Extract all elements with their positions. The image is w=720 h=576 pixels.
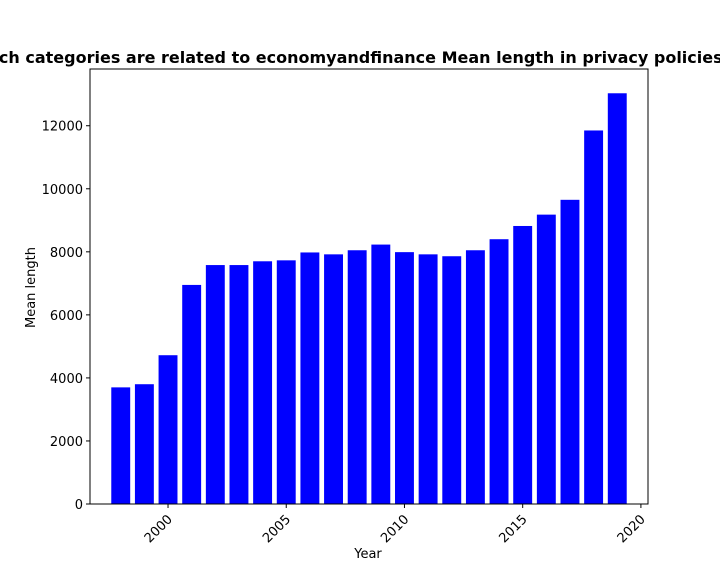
bars — [111, 93, 627, 505]
bar-2016 — [536, 214, 556, 504]
bar-2013 — [465, 250, 485, 504]
x-tick-label: 2015 — [497, 512, 531, 546]
y-tick-label: 12000 — [42, 120, 83, 135]
bar-2015 — [513, 225, 533, 504]
y-tick-label: 2000 — [50, 435, 83, 450]
y-axis-label: Mean length — [24, 247, 39, 328]
bar-2009 — [371, 244, 391, 504]
bar-2018 — [584, 130, 604, 504]
bar-2014 — [489, 239, 509, 504]
y-tick-label: 4000 — [50, 372, 83, 387]
plot-frame — [89, 68, 649, 505]
y-tick-label: 8000 — [50, 246, 83, 261]
bar-2005 — [276, 260, 296, 504]
bar-2017 — [560, 199, 580, 504]
bar-2019 — [607, 93, 627, 505]
bar-2011 — [418, 254, 438, 504]
x-tick-label: 2010 — [378, 512, 412, 546]
x-tick-label: 2020 — [615, 512, 649, 546]
bar-1998 — [111, 387, 131, 504]
x-tick-label: 2000 — [142, 512, 176, 546]
x-axis-label: Year — [353, 547, 382, 562]
x-axis-ticks: 2000 2005 2010 2015 2020 — [142, 504, 649, 546]
bar-1999 — [134, 384, 154, 504]
bar-2004 — [253, 261, 273, 504]
x-tick-label: 2005 — [260, 512, 294, 546]
bar-2003 — [229, 265, 249, 504]
bar-2006 — [300, 252, 320, 504]
bar-2012 — [442, 256, 462, 504]
chart-title: Which categories are related to economya… — [0, 48, 720, 67]
bar-2001 — [182, 284, 202, 504]
y-axis-ticks: 0 2000 4000 6000 8000 10000 12000 — [42, 120, 90, 513]
y-tick-label: 6000 — [50, 309, 83, 324]
bar-2008 — [347, 250, 367, 504]
bar-2007 — [324, 254, 343, 504]
bar-2000 — [158, 355, 178, 504]
bar-2010 — [395, 252, 414, 504]
y-tick-label: 10000 — [42, 183, 83, 198]
y-tick-label: 0 — [75, 498, 83, 513]
bar-2002 — [205, 265, 225, 504]
